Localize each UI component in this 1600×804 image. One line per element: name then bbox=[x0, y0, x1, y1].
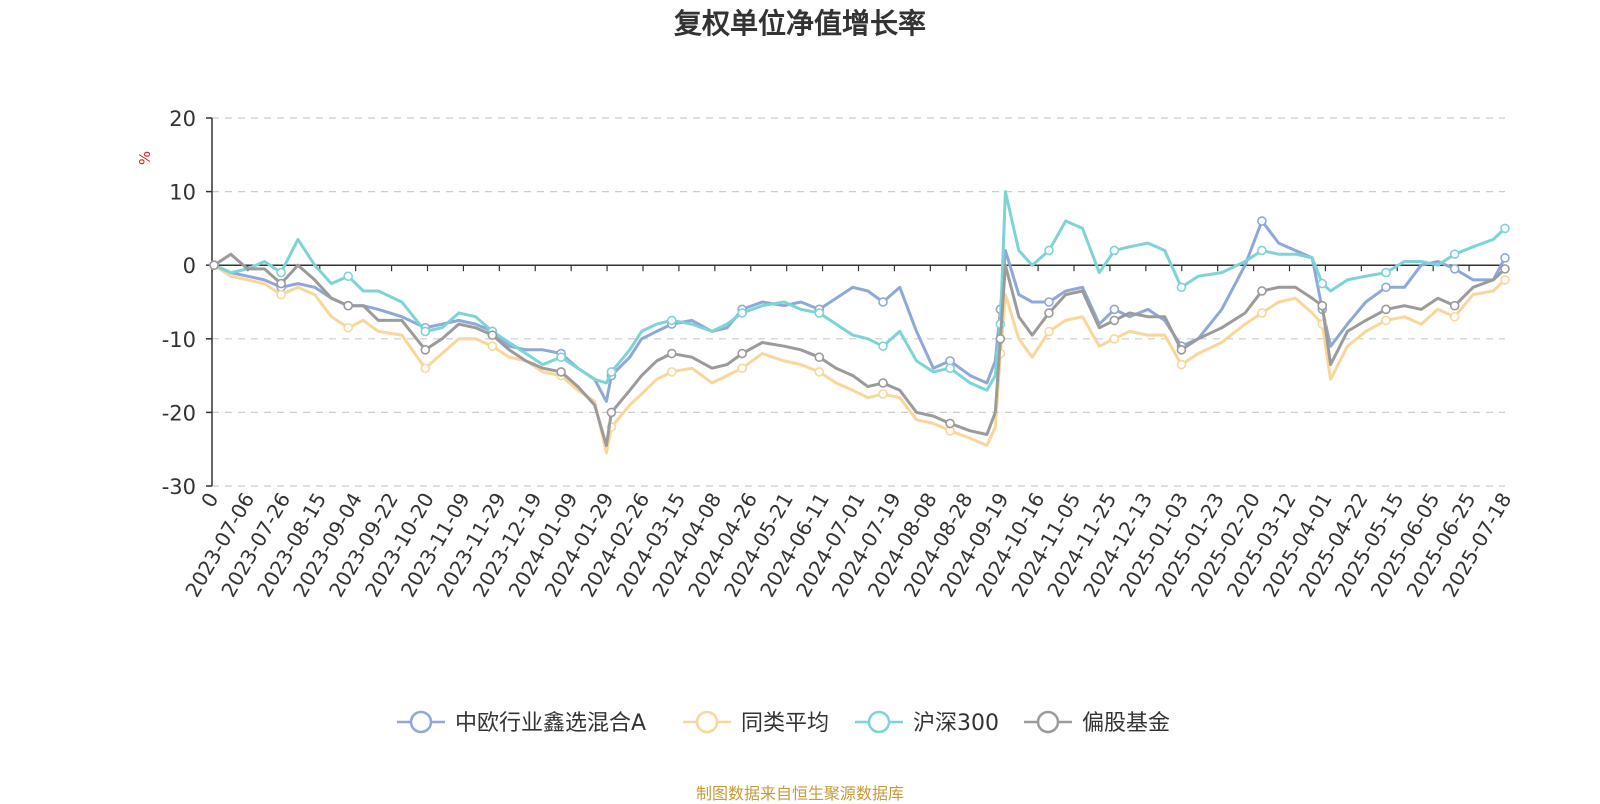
data-point bbox=[606, 367, 617, 377]
data-point bbox=[276, 289, 286, 300]
legend-label: 同类平均 bbox=[741, 711, 829, 736]
y-tick-label: 0 bbox=[183, 254, 196, 278]
data-point bbox=[945, 363, 955, 374]
data-point bbox=[1317, 278, 1328, 289]
data-point bbox=[1500, 223, 1510, 234]
data-point bbox=[945, 418, 955, 429]
data-point bbox=[1176, 282, 1187, 293]
data-point bbox=[606, 407, 617, 418]
data-point bbox=[1381, 315, 1391, 326]
data-point bbox=[1257, 308, 1267, 318]
grid-layer bbox=[212, 117, 1505, 487]
data-point bbox=[737, 308, 747, 318]
data-point bbox=[1257, 216, 1267, 226]
legend-label: 沪深300 bbox=[913, 711, 999, 736]
chart-title: 复权单位净值增长率 bbox=[673, 7, 926, 40]
data-point bbox=[420, 326, 431, 337]
legend-item-2[interactable]: 沪深300 bbox=[855, 710, 999, 736]
legend-item-0[interactable]: 中欧行业鑫选混合A bbox=[397, 710, 646, 736]
data-point bbox=[878, 341, 888, 351]
data-point bbox=[878, 389, 888, 399]
legend-marker-icon bbox=[867, 710, 891, 734]
data-point bbox=[487, 330, 498, 340]
legend[interactable]: 中欧行业鑫选混合A 同类平均 沪深300 偏股基金 bbox=[397, 710, 1170, 736]
data-point bbox=[1381, 304, 1391, 315]
data-point bbox=[1257, 286, 1267, 296]
series-line-2 bbox=[212, 190, 1507, 392]
y-tick-label: -10 bbox=[162, 328, 196, 352]
data-point bbox=[1176, 359, 1187, 370]
data-point bbox=[1176, 345, 1187, 355]
data-point bbox=[1109, 333, 1120, 344]
x-tick-label: 0 bbox=[196, 489, 223, 512]
data-point bbox=[666, 348, 677, 359]
data-point bbox=[276, 267, 286, 278]
data-point bbox=[1381, 267, 1391, 278]
data-point bbox=[1317, 300, 1328, 311]
data-point bbox=[1109, 315, 1120, 326]
data-point bbox=[1044, 245, 1054, 256]
data-source-note: 制图数据来自恒生聚源数据库 bbox=[695, 784, 904, 803]
data-point bbox=[1500, 275, 1510, 285]
data-point bbox=[737, 363, 747, 374]
data-point bbox=[420, 345, 431, 355]
data-point bbox=[1257, 245, 1267, 256]
data-point bbox=[420, 363, 431, 374]
series-layer bbox=[209, 190, 1510, 455]
data-point bbox=[556, 367, 566, 377]
data-point bbox=[343, 322, 353, 333]
data-point bbox=[1044, 297, 1054, 307]
data-point bbox=[556, 352, 566, 363]
data-point bbox=[737, 348, 747, 359]
data-point bbox=[343, 300, 353, 311]
data-point bbox=[1109, 304, 1120, 315]
legend-marker-icon bbox=[695, 710, 719, 734]
legend-marker-icon bbox=[1036, 710, 1060, 734]
data-point bbox=[814, 367, 825, 377]
axis-layer: -30-20-1001020%02023-07-062023-07-262023… bbox=[136, 107, 1516, 601]
y-tick-label: 20 bbox=[169, 107, 196, 131]
data-point bbox=[666, 315, 677, 326]
data-point bbox=[1109, 245, 1120, 256]
y-axis-label: % bbox=[136, 151, 154, 165]
data-point bbox=[209, 260, 219, 271]
data-point bbox=[343, 271, 353, 282]
data-point bbox=[814, 308, 825, 318]
legend-marker-icon bbox=[409, 710, 433, 734]
y-tick-label: -20 bbox=[162, 401, 196, 425]
data-point bbox=[1500, 264, 1510, 274]
y-tick-label: 10 bbox=[169, 181, 196, 205]
data-point bbox=[878, 378, 888, 388]
y-tick-label: -30 bbox=[162, 475, 196, 499]
data-point bbox=[1500, 253, 1510, 263]
legend-label: 偏股基金 bbox=[1082, 711, 1170, 736]
legend-item-1[interactable]: 同类平均 bbox=[683, 710, 829, 736]
data-point bbox=[1381, 282, 1391, 293]
data-point bbox=[878, 297, 888, 307]
series-line-1 bbox=[212, 263, 1507, 455]
data-point bbox=[1044, 308, 1054, 318]
data-point bbox=[1449, 300, 1460, 311]
data-point bbox=[487, 341, 498, 351]
data-point bbox=[276, 278, 286, 289]
data-point bbox=[1449, 264, 1460, 274]
chart-svg: -30-20-1001020%02023-07-062023-07-262023… bbox=[136, 107, 1516, 736]
data-point bbox=[814, 352, 825, 363]
data-point bbox=[1449, 311, 1460, 322]
data-point bbox=[1044, 326, 1054, 337]
data-point bbox=[1449, 249, 1460, 259]
data-point bbox=[666, 367, 677, 377]
series-line-3 bbox=[212, 252, 1507, 447]
legend-label: 中欧行业鑫选混合A bbox=[455, 711, 646, 736]
data-point bbox=[995, 333, 1006, 344]
legend-item-3[interactable]: 偏股基金 bbox=[1024, 710, 1170, 736]
